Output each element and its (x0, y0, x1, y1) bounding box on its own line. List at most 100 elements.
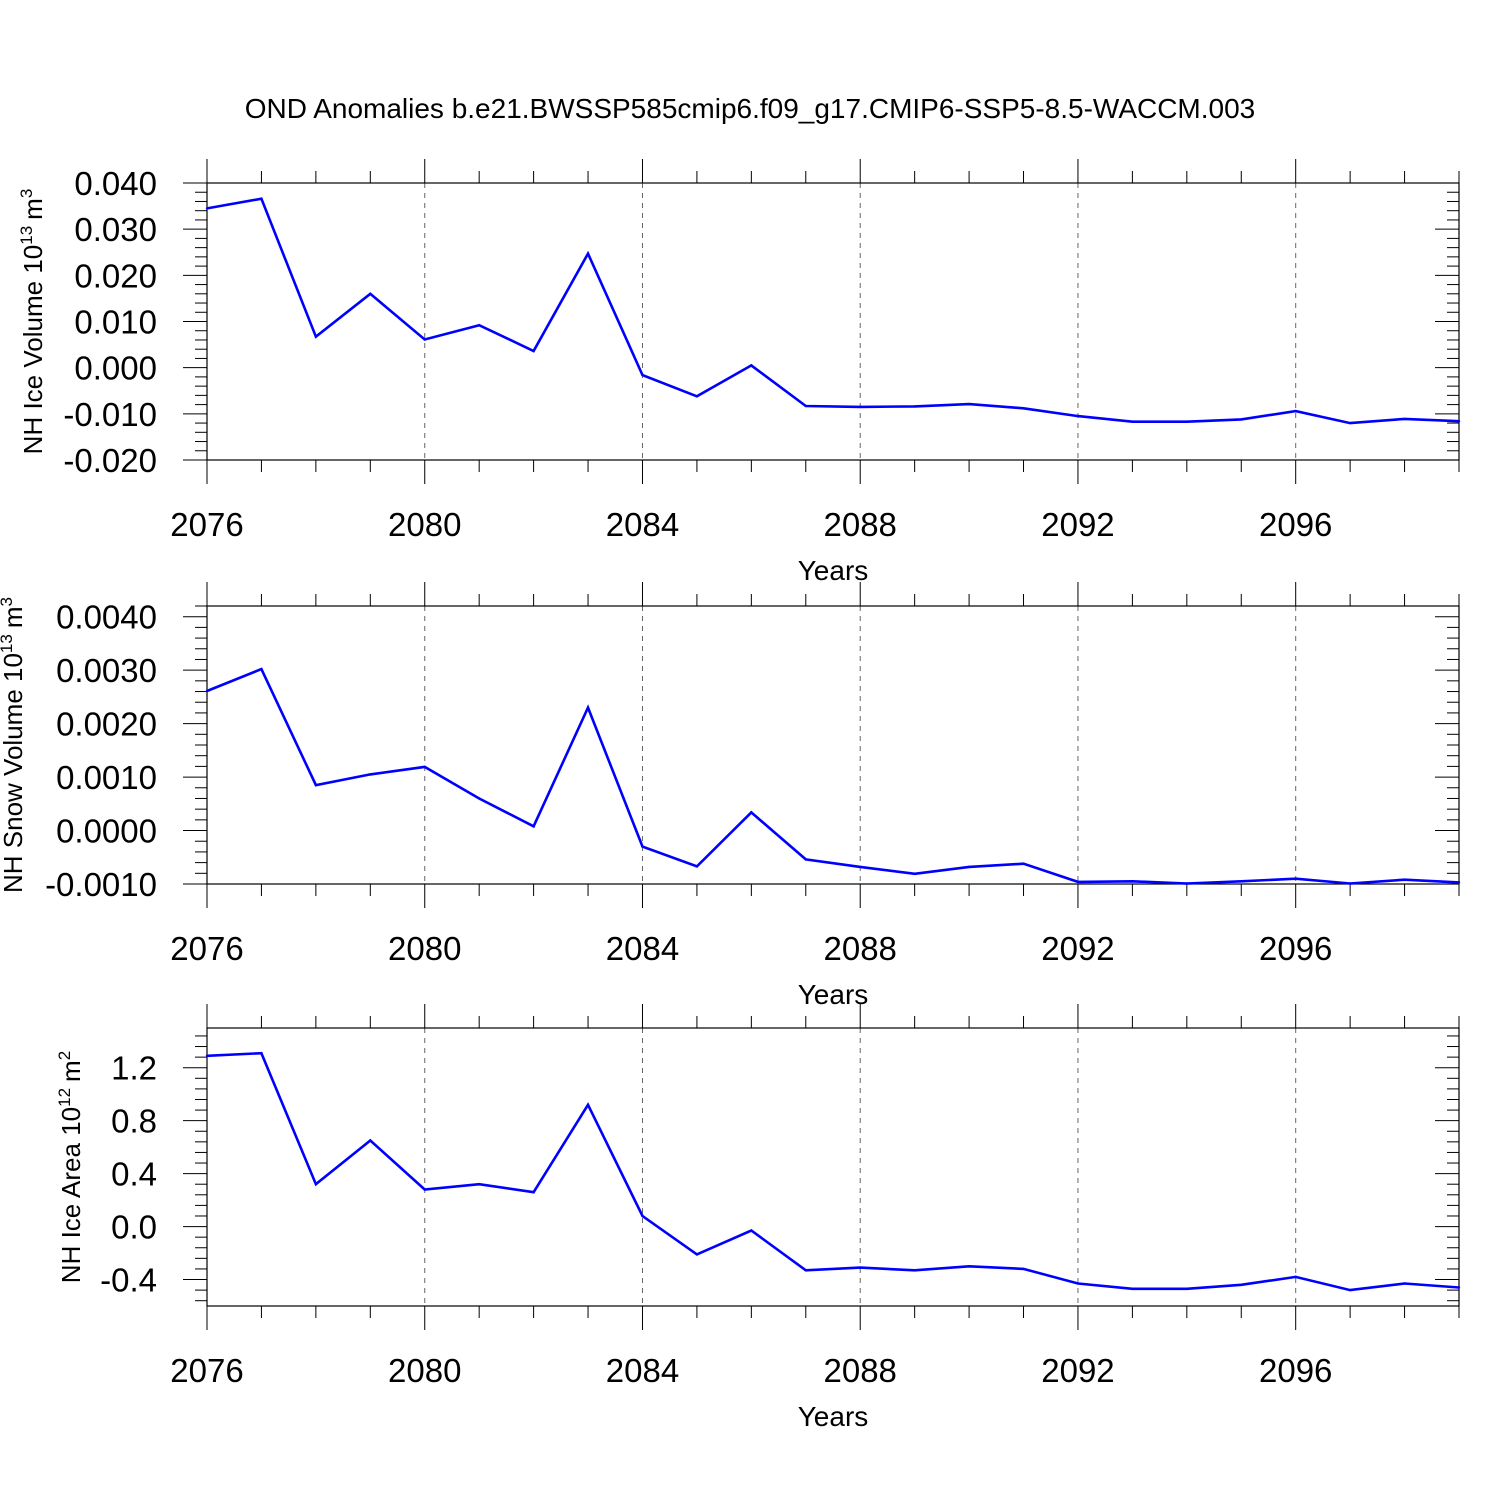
y-tick-label: 0.0000 (56, 813, 157, 850)
y-tick-label: 0.4 (111, 1156, 157, 1193)
data-point (314, 783, 318, 787)
x-tick-label: 2096 (1259, 506, 1332, 543)
data-point (1131, 420, 1134, 423)
data-point (586, 1103, 590, 1106)
data-point (1457, 881, 1461, 884)
data-point (1022, 1267, 1025, 1271)
data-point (913, 405, 916, 408)
data-point (260, 197, 263, 200)
data-point (859, 1266, 862, 1269)
x-tick-label: 2084 (606, 930, 679, 967)
data-point (1457, 1286, 1461, 1289)
y-tick-label: -0.0010 (45, 866, 157, 903)
data-point (967, 1265, 971, 1268)
y-axis-label-text: NH Ice Area 10 (56, 1107, 86, 1283)
y-tick-label: 0.0040 (56, 599, 157, 636)
x-tick-label: 2084 (606, 506, 679, 543)
data-point (477, 323, 481, 327)
data-point (586, 252, 590, 255)
y-axis-label-unit-exponent: 3 (17, 189, 36, 198)
data-point (641, 373, 644, 377)
data-point (532, 1190, 535, 1194)
x-tick-label: 2092 (1041, 506, 1114, 543)
x-axis-label: Years (798, 1401, 869, 1432)
data-point (205, 207, 209, 210)
data-point (695, 865, 699, 868)
plot-frame (206, 182, 1460, 461)
y-tick-label: -0.020 (63, 442, 157, 479)
data-point (1185, 1287, 1189, 1290)
data-point (1403, 878, 1406, 881)
data-point (314, 335, 318, 338)
y-axis-label-unit-exponent: 3 (0, 597, 16, 606)
data-point (260, 1051, 263, 1055)
data-point (641, 845, 644, 848)
data-point (1240, 880, 1243, 883)
y-axis-label-unit-exponent: 2 (55, 1051, 74, 1060)
chart-title: OND Anomalies b.e21.BWSSP585cmip6.f09_g1… (245, 93, 1256, 124)
y-tick-label: 0.0020 (56, 706, 157, 743)
y-tick-label: -0.4 (100, 1262, 157, 1299)
x-tick-label: 2088 (824, 506, 897, 543)
data-point (369, 773, 372, 776)
data-point (804, 1269, 807, 1272)
data-point (1022, 407, 1025, 410)
data-point (205, 689, 209, 693)
y-axis-label-exponent: 12 (55, 1088, 74, 1107)
data-point (1403, 1282, 1406, 1285)
data-point (1076, 1282, 1080, 1285)
data-point (260, 667, 263, 671)
data-point (1185, 882, 1189, 885)
data-point (1294, 877, 1297, 880)
y-tick-label: 1.2 (111, 1050, 157, 1087)
x-tick-label: 2076 (170, 930, 243, 967)
y-tick-label: 0.020 (74, 257, 157, 294)
data-point (804, 858, 807, 861)
y-tick-label: 0.0010 (56, 759, 157, 796)
data-point (1131, 880, 1134, 883)
y-axis-label: NH Snow Volume 1013 m3 (0, 597, 28, 893)
data-point (859, 865, 862, 869)
x-tick-label: 2080 (388, 930, 461, 967)
data-point (913, 1269, 916, 1272)
data-point (1403, 417, 1406, 421)
y-tick-label: 0.000 (74, 350, 157, 387)
data-point (423, 765, 426, 769)
plot-frame (206, 1027, 1460, 1307)
y-tick-label: 0.0030 (56, 652, 157, 689)
x-tick-label: 2092 (1041, 1352, 1114, 1389)
y-tick-label: 0.010 (74, 304, 157, 341)
y-axis-label-text: NH Ice Volume 10 (18, 245, 48, 455)
data-point (369, 292, 372, 295)
data-point (532, 349, 535, 353)
data-point (695, 395, 699, 398)
data-point (423, 1188, 426, 1191)
y-tick-label: 0.0 (111, 1209, 157, 1246)
data-point (695, 1253, 699, 1256)
data-point (532, 825, 535, 828)
data-point (750, 364, 753, 367)
x-tick-label: 2076 (170, 506, 243, 543)
series-line (206, 197, 1460, 425)
plot-frame (206, 605, 1460, 885)
data-point (1240, 418, 1243, 421)
x-tick-label: 2092 (1041, 930, 1114, 967)
data-point (1076, 414, 1080, 418)
data-point (586, 706, 590, 709)
y-tick-label: -0.010 (63, 396, 157, 433)
y-axis-label-unit: m (18, 198, 48, 220)
y-axis-label-unit: m (0, 606, 28, 628)
x-axis-label: Years (798, 555, 869, 586)
data-point (1348, 421, 1352, 425)
series-line (206, 667, 1460, 885)
data-point (967, 402, 971, 406)
y-axis-label-text: NH Snow Volume 10 (0, 653, 28, 893)
data-point (1348, 1288, 1352, 1292)
data-point (804, 404, 807, 408)
y-axis-label: NH Ice Area 1012 m2 (55, 1051, 86, 1283)
data-point (314, 1183, 318, 1186)
data-point (1240, 1283, 1243, 1287)
panel-2: 2076 2080 2084 2088 2092 2096 Years -0.0010 0.00… (0, 582, 1461, 1010)
data-point (859, 405, 862, 409)
